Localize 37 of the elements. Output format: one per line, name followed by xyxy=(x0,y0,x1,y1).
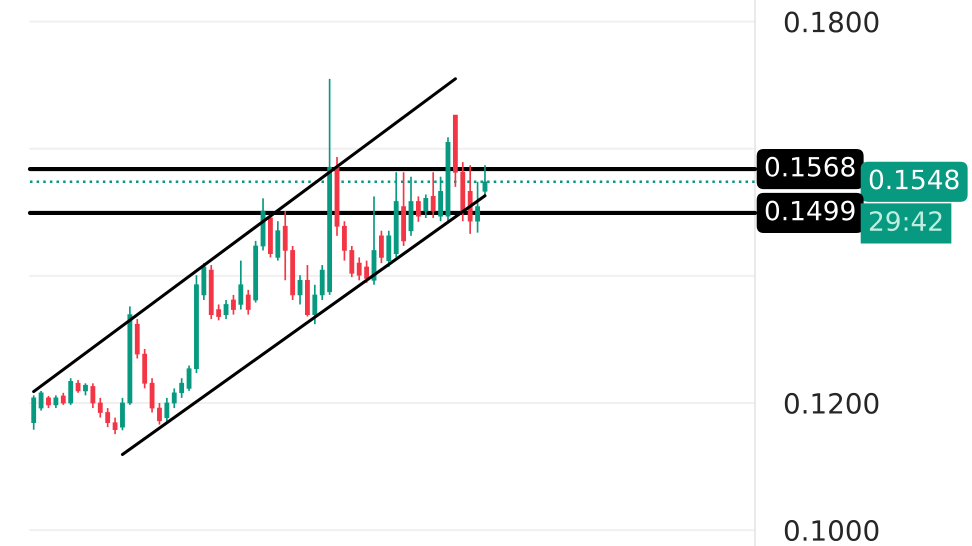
y-tick-label: 0.1000 xyxy=(784,520,878,542)
candlestick xyxy=(298,274,302,306)
candlestick xyxy=(83,382,88,396)
candlestick xyxy=(349,245,354,278)
candlestick xyxy=(430,171,436,219)
candlestick xyxy=(312,284,318,326)
candlestick xyxy=(105,407,110,428)
candlestick xyxy=(224,299,228,320)
candlestick xyxy=(112,416,118,435)
candlestick xyxy=(179,377,184,399)
candlestick xyxy=(98,397,103,418)
candlestick xyxy=(172,388,177,409)
candlestick xyxy=(60,392,66,406)
ref-line-label: 0.1499 xyxy=(766,200,854,221)
candlestick xyxy=(356,256,362,282)
candlestick xyxy=(186,364,192,392)
candlestick xyxy=(53,394,58,409)
candlestick xyxy=(416,196,421,223)
candlestick xyxy=(423,194,428,219)
candlestick xyxy=(364,260,370,284)
text: 29:42 xyxy=(870,211,942,232)
candlestick xyxy=(246,289,251,316)
candlestick xyxy=(231,294,236,316)
candlestick xyxy=(216,304,222,322)
ref-line-label: 0.1548 xyxy=(870,169,959,190)
candlestick xyxy=(378,230,384,264)
candlestick xyxy=(164,397,170,424)
candlestick xyxy=(238,260,244,310)
candlestick xyxy=(76,379,81,394)
candlestick xyxy=(46,395,51,409)
y-tick-label: 0.1800 xyxy=(784,12,878,33)
ref-line-label: 0.1568 xyxy=(766,156,855,177)
candlestick xyxy=(68,377,74,406)
candlestick xyxy=(38,390,44,412)
y-tick-label: 0.1200 xyxy=(784,392,878,414)
candlestick xyxy=(157,402,162,426)
candlestick xyxy=(90,382,96,409)
